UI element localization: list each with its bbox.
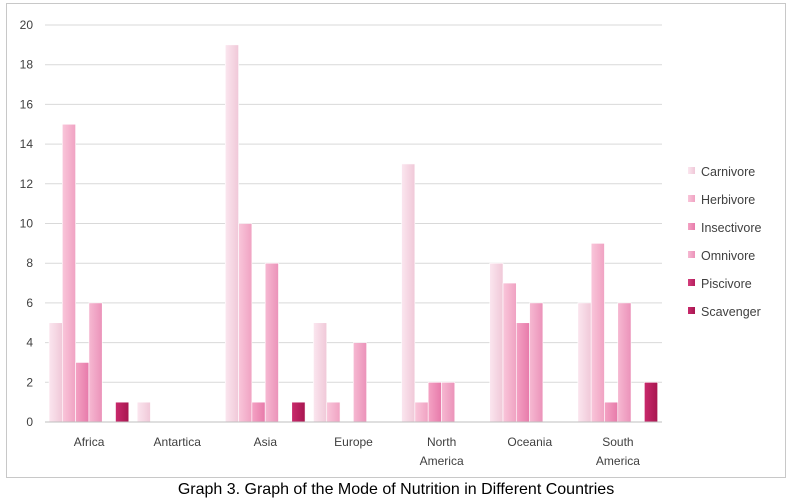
legend-label-piscivore: Piscivore [701,277,752,291]
x-tick-label: Asia [254,435,278,449]
bar-insectivore-africa [75,362,90,423]
bar-carnivore-oceania [489,262,504,423]
bar-carnivore-africa [48,322,63,423]
legend-label-insectivore: Insectivore [701,221,761,235]
bar-omnivore-south-america [617,302,632,423]
bar-omnivore-asia [264,262,279,423]
legend-label-carnivore: Carnivore [701,165,755,179]
legend-swatch-herbivore [688,195,695,202]
bar-insectivore-oceania [516,322,530,423]
bar-herbivore-africa [61,123,76,423]
y-tick-label: 18 [20,58,34,72]
bar-carnivore-europe [313,322,328,423]
bar-herbivore-europe [326,401,341,423]
axes: 0 2 4 6 8 10 12 14 16 18 20 Africa Antartica Asia Euro… [20,18,662,468]
x-tick-label: South America [596,435,640,468]
bar-insectivore-north-america [427,381,442,423]
legend-label-omnivore: Omnivore [701,249,755,263]
bar-omnivore-oceania [529,302,544,423]
legend-swatch-carnivore [688,167,695,174]
x-tick-label: North America [420,435,464,468]
y-tick-label: 8 [26,256,33,270]
legend: Carnivore Herbivore Insectivore Omnivore Pis… [688,165,761,319]
bar-herbivore-north-america [414,401,429,423]
x-tick-label: Africa [74,435,105,449]
y-tick-label: 16 [20,97,34,111]
y-tick-label: 4 [26,336,33,350]
bar-carnivore-antartica [136,401,151,423]
bar-carnivore-south-america [577,302,592,423]
y-tick-label: 0 [26,415,33,429]
y-tick-label: 14 [20,137,34,151]
bar-scavenger-asia [291,401,306,423]
legend-swatch-piscivore [688,279,695,286]
bar-herbivore-asia [238,223,253,423]
bars [48,44,658,423]
legend-swatch-scavenger [688,307,695,314]
y-tick-label: 20 [20,18,34,32]
bar-carnivore-north-america [401,163,416,423]
bar-chart: 0 2 4 6 8 10 12 14 16 18 20 Africa Antartica Asia Euro… [20,18,762,468]
legend-label-scavenger: Scavenger [701,305,761,319]
y-tick-label: 2 [26,375,33,389]
bar-carnivore-asia [224,44,239,423]
bar-omnivore-europe [353,342,367,423]
legend-label-herbivore: Herbivore [701,193,755,207]
bar-herbivore-oceania [502,282,517,423]
bar-omnivore-north-america [441,381,456,423]
bar-scavenger-south-america [644,381,658,423]
y-tick-label: 6 [26,296,33,310]
y-tick-label: 10 [20,217,34,231]
chart-caption: Graph 3. Graph of the Mode of Nutrition … [177,481,615,498]
bar-scavenger-africa [115,401,130,423]
x-tick-label: Oceania [507,435,552,449]
bar-herbivore-south-america [590,243,605,423]
x-tick-label: Europe [334,435,373,449]
bar-insectivore-asia [251,401,266,423]
x-tick-label: Antartica [154,435,202,449]
bar-omnivore-africa [88,302,103,423]
y-tick-label: 12 [20,177,34,191]
bar-insectivore-south-america [604,401,619,423]
legend-swatch-insectivore [688,223,695,230]
legend-swatch-omnivore [688,251,695,258]
